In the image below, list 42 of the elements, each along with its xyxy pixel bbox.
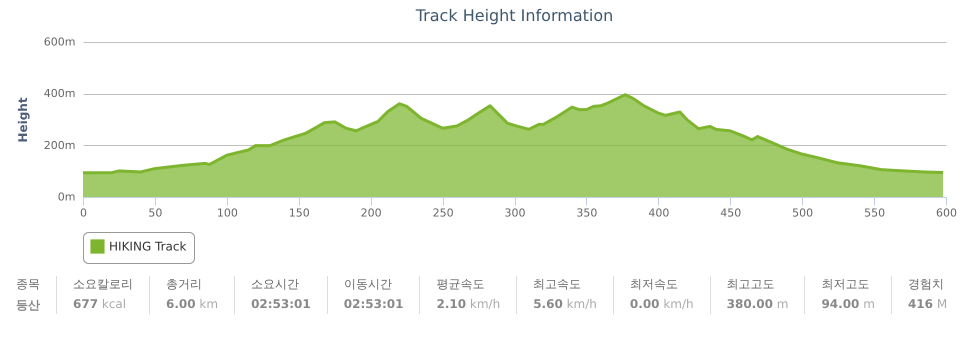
- text: 2.10 km/h: [436, 297, 500, 311]
- text: 등산: [16, 297, 40, 314]
- text: 5.60 km/h: [533, 297, 597, 311]
- text: 평균속도: [436, 276, 486, 293]
- x-tick-label: 50: [148, 206, 162, 220]
- text: 소요시간: [251, 276, 300, 293]
- legend-label: HIKING Track: [109, 240, 187, 254]
- y-tick-label: 0m: [58, 190, 76, 204]
- text: 0.00 km/h: [630, 297, 694, 311]
- x-tick-label: 350: [576, 206, 598, 220]
- text: 총거리: [166, 276, 203, 293]
- text: 02:53:01: [251, 297, 311, 311]
- y-axis-title: Height: [16, 97, 30, 143]
- x-tick-label: 300: [504, 206, 526, 220]
- chart-title: Track Height Information: [414, 6, 614, 25]
- y-tick-label: 600m: [44, 36, 76, 48]
- x-tick-label: 600: [936, 206, 957, 220]
- text: 02:53:01: [344, 297, 404, 311]
- text: 이동시간: [344, 276, 393, 293]
- text: 최고고도: [726, 276, 776, 293]
- x-tick-label: 100: [216, 206, 238, 220]
- y-tick-label: 400m: [44, 87, 76, 100]
- x-tick-label: 200: [360, 206, 382, 220]
- x-tick-label: 450: [720, 206, 742, 220]
- text: 380.00 m: [726, 297, 788, 311]
- x-tick-label: 550: [864, 206, 886, 220]
- text: 종목: [16, 276, 40, 293]
- text: 416 M: [908, 297, 948, 311]
- x-tick-label: 0: [80, 206, 87, 220]
- x-tick-label: 250: [432, 206, 454, 220]
- y-tick-label: 200m: [44, 138, 76, 152]
- text: 최저고도: [821, 276, 870, 293]
- text: 94.00 m: [821, 297, 875, 311]
- text: 6.00 km: [166, 297, 218, 311]
- x-tick-label: 500: [792, 206, 814, 220]
- text: 최고속도: [533, 276, 582, 293]
- text: 최저속도: [630, 276, 679, 293]
- x-tick-label: 400: [648, 206, 670, 220]
- text: 경험치: [908, 276, 945, 293]
- x-tick-label: 150: [288, 206, 310, 220]
- text: 소요칼로리: [73, 276, 133, 293]
- text: 677 kcal: [73, 297, 128, 311]
